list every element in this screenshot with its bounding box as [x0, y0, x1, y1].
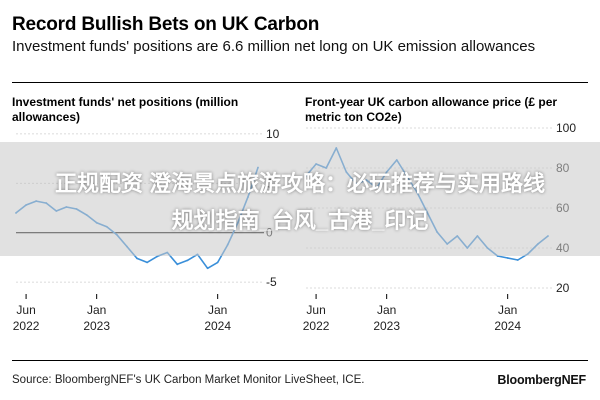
data-point	[176, 263, 179, 266]
data-point	[516, 259, 519, 261]
data-point	[136, 257, 138, 260]
chart-title: Record Bullish Bets on UK Carbon	[12, 14, 320, 35]
x-tick-label: Jan	[377, 303, 396, 317]
left-panel-title: Investment funds' net positions (million…	[12, 95, 239, 124]
x-tick-label: Jun	[306, 303, 325, 317]
x-tick-label: 2022	[13, 319, 40, 333]
right-panel-title: Front-year UK carbon allowance price (£ …	[305, 95, 558, 124]
y-tick-label: 10	[266, 127, 280, 141]
chart-subtitle: Investment funds' positions are 6.6 mill…	[12, 38, 536, 55]
data-point	[146, 261, 148, 264]
top-rule	[12, 82, 588, 83]
y-tick-label: -5	[266, 275, 277, 289]
data-point	[506, 257, 509, 259]
bottom-rule	[12, 360, 588, 361]
data-point	[206, 267, 209, 270]
x-tick-label: Jan	[87, 303, 106, 317]
x-tick-label: Jan	[498, 303, 517, 317]
data-point	[186, 259, 189, 262]
overlay-text-line2: 规划指南_台风_古港_印记	[171, 208, 429, 233]
overlay-banner	[0, 142, 600, 256]
x-tick-label: 2023	[373, 319, 400, 333]
x-tick-label: 2022	[303, 319, 330, 333]
y-tick-label: 20	[556, 281, 570, 295]
x-tick-label: 2024	[204, 319, 231, 333]
x-tick-label: Jan	[208, 303, 227, 317]
x-tick-label: 2024	[494, 319, 521, 333]
y-tick-label: 100	[556, 121, 576, 135]
source-note: Source: BloombergNEF's UK Carbon Market …	[12, 374, 365, 386]
data-point	[216, 261, 219, 264]
x-tick-label: Jun	[16, 303, 35, 317]
overlay-text-line1: 正规配资 澄海景点旅游攻略：必玩推荐与实用路线	[54, 171, 546, 196]
brand-logo: BloombergNEF	[497, 373, 586, 387]
x-tick-label: 2023	[83, 319, 110, 333]
